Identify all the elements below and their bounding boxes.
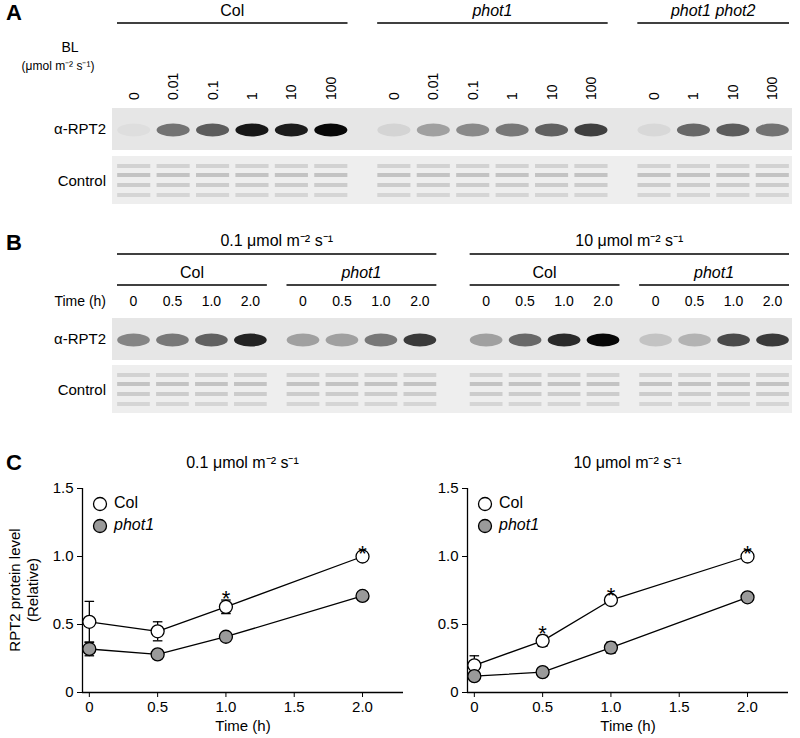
svg-text:10: 10 bbox=[283, 84, 299, 100]
svg-text:0.5: 0.5 bbox=[147, 698, 168, 715]
svg-text:1.0: 1.0 bbox=[202, 293, 222, 309]
svg-text:0.5: 0.5 bbox=[438, 615, 459, 632]
svg-text:1.0: 1.0 bbox=[215, 698, 236, 715]
svg-text:0.5: 0.5 bbox=[332, 293, 352, 309]
html-text:phot1: phot1 bbox=[499, 516, 539, 533]
svg-text:0.01: 0.01 bbox=[165, 73, 181, 100]
svg-text:B: B bbox=[6, 230, 22, 255]
svg-text:2.0: 2.0 bbox=[593, 293, 613, 309]
svg-text:A: A bbox=[6, 0, 22, 25]
svg-text:0: 0 bbox=[482, 293, 490, 309]
svg-text:0.1 μmol m⁻² s⁻¹: 0.1 μmol m⁻² s⁻¹ bbox=[220, 232, 333, 249]
svg-text:1.5: 1.5 bbox=[438, 479, 459, 496]
svg-text:α-RPT2: α-RPT2 bbox=[54, 120, 106, 137]
html-text:Col: Col bbox=[114, 494, 138, 511]
svg-text:phot1: phot1 bbox=[693, 264, 734, 281]
svg-text:0.1: 0.1 bbox=[205, 80, 221, 100]
svg-text:1.5: 1.5 bbox=[284, 698, 305, 715]
svg-text:100: 100 bbox=[323, 76, 339, 100]
svg-text:2.0: 2.0 bbox=[737, 698, 758, 715]
svg-text:100: 100 bbox=[764, 76, 780, 100]
svg-text:1.0: 1.0 bbox=[371, 293, 391, 309]
svg-text:0.01: 0.01 bbox=[425, 73, 441, 100]
svg-text:1.5: 1.5 bbox=[669, 698, 690, 715]
svg-text:Col: Col bbox=[220, 2, 244, 19]
svg-text:0: 0 bbox=[386, 92, 402, 100]
html-text:RPT2 protein level (Relative): RPT2 protein level (Relative) bbox=[6, 528, 41, 652]
svg-text:α-RPT2: α-RPT2 bbox=[54, 330, 106, 347]
svg-text:(μmol m⁻² s⁻¹): (μmol m⁻² s⁻¹) bbox=[22, 59, 95, 73]
svg-text:Col: Col bbox=[533, 264, 557, 281]
svg-text:10: 10 bbox=[544, 84, 560, 100]
svg-text:2.0: 2.0 bbox=[241, 293, 261, 309]
svg-text:1: 1 bbox=[504, 92, 520, 100]
svg-text:0: 0 bbox=[299, 293, 307, 309]
svg-text:1.5: 1.5 bbox=[53, 479, 74, 496]
svg-text:Control: Control bbox=[58, 381, 106, 398]
svg-text:1.0: 1.0 bbox=[53, 547, 74, 564]
svg-text:10 μmol m⁻² s⁻¹: 10 μmol m⁻² s⁻¹ bbox=[575, 232, 683, 249]
svg-text:0: 0 bbox=[126, 92, 142, 100]
html-text:Col: Col bbox=[499, 494, 523, 511]
svg-text:*: * bbox=[743, 541, 752, 566]
svg-text:Control: Control bbox=[58, 172, 106, 189]
svg-text:0: 0 bbox=[652, 293, 660, 309]
svg-text:Time (h): Time (h) bbox=[600, 717, 655, 734]
svg-text:*: * bbox=[607, 583, 616, 608]
svg-text:100: 100 bbox=[583, 76, 599, 100]
svg-text:Time (h): Time (h) bbox=[54, 293, 106, 309]
html-text:phot1: phot1 bbox=[114, 516, 154, 533]
svg-text:Col: Col bbox=[180, 264, 204, 281]
svg-text:phot1: phot1 bbox=[471, 2, 512, 19]
svg-text:0: 0 bbox=[450, 683, 458, 700]
svg-text:2.0: 2.0 bbox=[410, 293, 430, 309]
svg-text:phot1: phot1 bbox=[340, 264, 381, 281]
svg-text:1: 1 bbox=[685, 92, 701, 100]
svg-text:0.5: 0.5 bbox=[532, 698, 553, 715]
svg-text:*: * bbox=[358, 541, 367, 566]
svg-text:0: 0 bbox=[646, 92, 662, 100]
html-text:C: C bbox=[6, 450, 22, 475]
svg-text:0: 0 bbox=[130, 293, 138, 309]
svg-text:2.0: 2.0 bbox=[352, 698, 373, 715]
svg-text:BL: BL bbox=[61, 39, 78, 55]
svg-text:0.5: 0.5 bbox=[53, 615, 74, 632]
svg-text:*: * bbox=[222, 586, 231, 611]
svg-text:0.5: 0.5 bbox=[685, 293, 705, 309]
svg-text:0: 0 bbox=[65, 683, 73, 700]
svg-text:1.0: 1.0 bbox=[600, 698, 621, 715]
svg-text:0: 0 bbox=[470, 698, 478, 715]
svg-text:10: 10 bbox=[725, 84, 741, 100]
html-text:10 μmol m⁻² s⁻¹: 10 μmol m⁻² s⁻¹ bbox=[573, 454, 682, 471]
html-text:0.1 μmol m⁻² s⁻¹: 0.1 μmol m⁻² s⁻¹ bbox=[186, 454, 299, 471]
svg-text:phot1 phot2: phot1 phot2 bbox=[670, 2, 756, 19]
svg-text:2.0: 2.0 bbox=[763, 293, 783, 309]
svg-text:Time (h): Time (h) bbox=[215, 717, 270, 734]
svg-text:0.5: 0.5 bbox=[163, 293, 183, 309]
svg-text:0.5: 0.5 bbox=[515, 293, 535, 309]
svg-text:1.0: 1.0 bbox=[724, 293, 744, 309]
svg-text:1: 1 bbox=[244, 92, 260, 100]
svg-text:1.0: 1.0 bbox=[438, 547, 459, 564]
svg-text:1.0: 1.0 bbox=[554, 293, 574, 309]
svg-text:0.1: 0.1 bbox=[465, 80, 481, 100]
svg-text:0: 0 bbox=[85, 698, 93, 715]
svg-text:*: * bbox=[538, 621, 547, 646]
